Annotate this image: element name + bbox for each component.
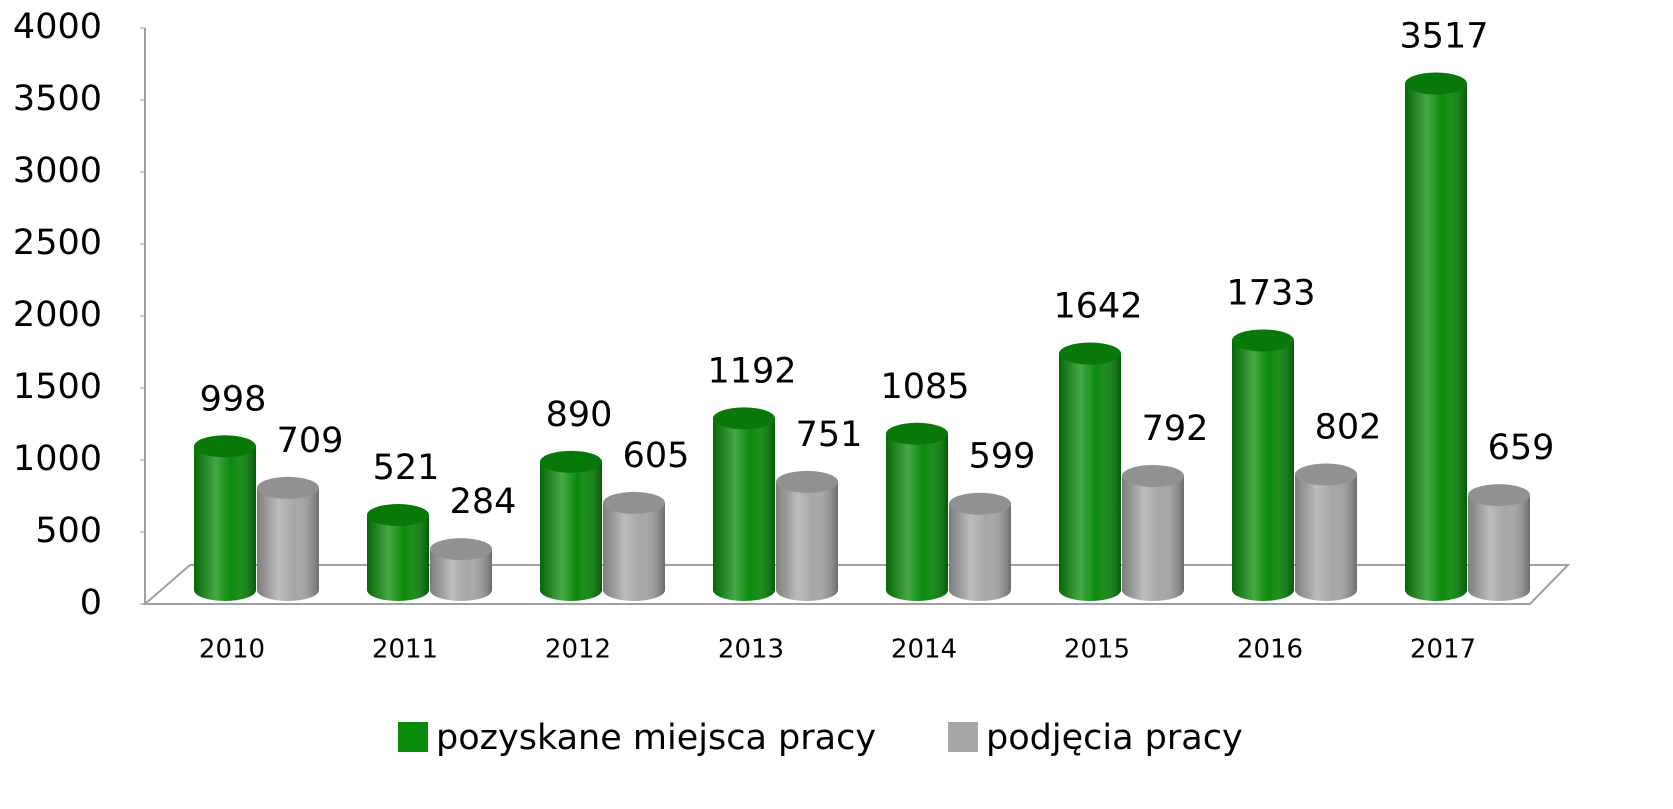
x-tick-label: 2015 bbox=[1064, 635, 1130, 665]
bar-shade bbox=[603, 502, 665, 601]
y-tick-label: 3500 bbox=[13, 79, 102, 119]
bar-cap-shade bbox=[949, 492, 1011, 515]
data-label: 3517 bbox=[1399, 17, 1488, 57]
bar-shade bbox=[886, 433, 948, 601]
legend-swatch bbox=[398, 722, 428, 752]
bar-shade bbox=[1122, 475, 1184, 601]
data-label: 605 bbox=[623, 436, 690, 476]
bar-shade bbox=[1468, 495, 1530, 601]
data-label: 1085 bbox=[880, 367, 969, 407]
bar-shade bbox=[257, 487, 319, 601]
y-tick-label: 1000 bbox=[13, 439, 102, 479]
bar-cap bbox=[776, 470, 838, 493]
data-label: 659 bbox=[1488, 428, 1555, 468]
y-tick-label: 1500 bbox=[13, 367, 102, 407]
bar-shade bbox=[713, 418, 775, 601]
bar-shade bbox=[1295, 474, 1357, 601]
data-label: 709 bbox=[277, 421, 344, 461]
bar-shade bbox=[1232, 340, 1294, 601]
bar-cap-shade bbox=[603, 491, 665, 514]
y-tick-label: 2000 bbox=[13, 295, 102, 335]
data-label: 998 bbox=[200, 379, 267, 419]
bar-shade bbox=[194, 446, 256, 601]
bar-cap bbox=[1232, 329, 1294, 352]
data-label: 1733 bbox=[1226, 273, 1315, 313]
bar-shade bbox=[949, 503, 1011, 601]
data-label: 1192 bbox=[707, 351, 796, 391]
y-tick-label: 500 bbox=[35, 511, 102, 551]
y-tick-label: 3000 bbox=[13, 151, 102, 191]
x-tick-label: 2013 bbox=[718, 635, 784, 665]
data-label: 890 bbox=[546, 395, 613, 435]
bar-cap-shade bbox=[1232, 329, 1294, 352]
data-label: 802 bbox=[1315, 408, 1382, 448]
bar-cap-shade bbox=[1059, 342, 1121, 365]
bar-cap-shade bbox=[1295, 463, 1357, 486]
data-label: 1642 bbox=[1053, 287, 1142, 327]
bar-cap bbox=[886, 422, 948, 445]
bar-cap bbox=[713, 407, 775, 430]
bar-shade bbox=[430, 549, 492, 601]
bar-cap-shade bbox=[194, 435, 256, 458]
x-tick-label: 2017 bbox=[1410, 635, 1476, 665]
bar-cap bbox=[603, 491, 665, 514]
bar-cap bbox=[1468, 484, 1530, 507]
bar-cap bbox=[1059, 342, 1121, 365]
floor bbox=[142, 564, 1571, 605]
bar-shade bbox=[776, 481, 838, 601]
bar-cap-shade bbox=[886, 422, 948, 445]
legend-label: pozyskane miejsca pracy bbox=[436, 718, 876, 758]
bar-cap bbox=[949, 492, 1011, 515]
bar-cap-shade bbox=[540, 450, 602, 473]
data-label: 521 bbox=[373, 448, 440, 488]
y-tick-label: 0 bbox=[80, 583, 102, 623]
x-tick-label: 2016 bbox=[1237, 635, 1303, 665]
x-tick-label: 2010 bbox=[199, 635, 265, 665]
data-label: 284 bbox=[450, 482, 517, 522]
data-label: 751 bbox=[796, 415, 863, 455]
bar-shade bbox=[1405, 83, 1467, 601]
legend-label: podjęcia pracy bbox=[986, 718, 1243, 758]
bar-cap-shade bbox=[430, 538, 492, 561]
y-tick-label: 2500 bbox=[13, 223, 102, 263]
bar-cap-shade bbox=[1468, 484, 1530, 507]
bar-cap bbox=[1122, 464, 1184, 487]
bar-cap-shade bbox=[1122, 464, 1184, 487]
bar-cap bbox=[367, 503, 429, 526]
bar-cap-shade bbox=[1405, 72, 1467, 95]
bar-shade bbox=[540, 461, 602, 601]
bar-cap-shade bbox=[776, 470, 838, 493]
x-tick-label: 2012 bbox=[545, 635, 611, 665]
bar-cap-shade bbox=[713, 407, 775, 430]
bar-shade bbox=[1059, 353, 1121, 601]
x-tick-label: 2011 bbox=[372, 635, 438, 665]
bar-cap bbox=[257, 476, 319, 499]
legend-swatch bbox=[948, 722, 978, 752]
data-label: 792 bbox=[1142, 409, 1209, 449]
bar-cap bbox=[1405, 72, 1467, 95]
bar-cap bbox=[430, 538, 492, 561]
bar-cap bbox=[540, 450, 602, 473]
bar-cap-shade bbox=[257, 476, 319, 499]
bar-cap bbox=[194, 435, 256, 458]
bar-cap bbox=[1295, 463, 1357, 486]
data-label: 599 bbox=[969, 437, 1036, 477]
bar-cap-shade bbox=[367, 503, 429, 526]
y-tick-label: 4000 bbox=[13, 7, 102, 47]
bar-shade bbox=[367, 514, 429, 601]
x-tick-label: 2014 bbox=[891, 635, 957, 665]
